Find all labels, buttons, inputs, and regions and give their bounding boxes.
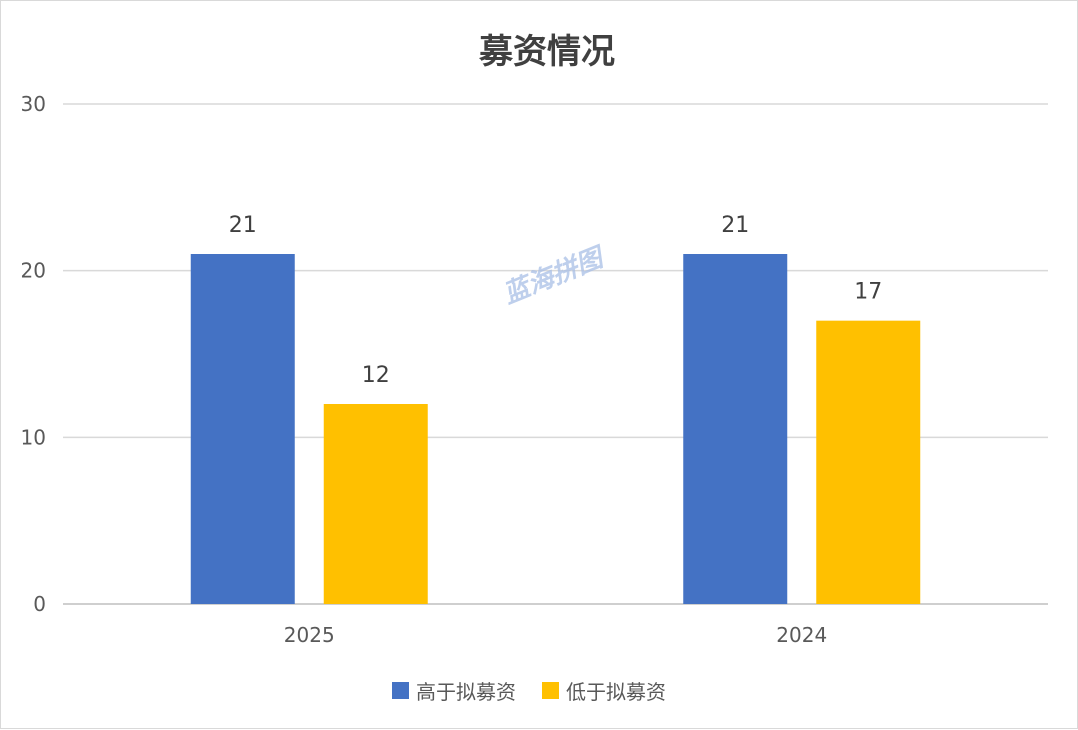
data-label: 12 [362,363,390,388]
legend-label: 高于拟募资 [416,680,516,704]
y-tick-label: 0 [33,592,46,616]
bar [816,320,921,604]
legend-swatch [542,682,559,699]
data-label: 21 [229,213,257,238]
legend-label: 低于拟募资 [566,680,666,704]
x-axis-ticks: 2025 2024 [284,623,827,647]
legend-swatch [392,682,409,699]
x-tick-label: 2024 [776,623,827,647]
bar [323,404,428,604]
bar [683,254,788,604]
data-labels: 21 12 21 17 [229,213,883,388]
x-tick-label: 2025 [284,623,335,647]
bar [190,254,295,604]
y-tick-label: 30 [21,92,46,116]
legend: 高于拟募资 低于拟募资 [392,680,666,704]
y-axis-ticks: 0 10 20 30 [21,92,46,616]
bars [190,254,921,604]
chart-title: 募资情况 [478,32,615,72]
watermark: 蓝海拼图 [499,242,610,310]
y-tick-label: 10 [21,425,46,449]
y-tick-label: 20 [21,259,46,283]
data-label: 17 [854,280,882,305]
data-label: 21 [721,213,749,238]
